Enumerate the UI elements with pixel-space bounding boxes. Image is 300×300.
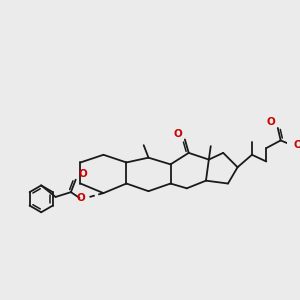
Text: O: O <box>76 193 85 203</box>
Text: O: O <box>293 140 300 150</box>
Text: O: O <box>266 117 275 127</box>
Text: O: O <box>173 128 182 139</box>
Text: O: O <box>79 169 87 179</box>
